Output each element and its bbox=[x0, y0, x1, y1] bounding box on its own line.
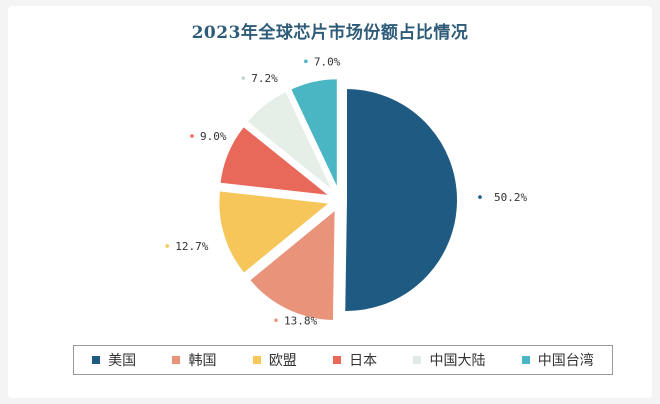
data-label-1: 13.8% bbox=[284, 314, 317, 327]
legend-label-1: 韩国 bbox=[188, 353, 217, 369]
chart-title: 2023年全球芯片市场份额占比情况 bbox=[191, 23, 469, 43]
legend-item-4: 中国大陆 bbox=[413, 350, 485, 370]
data-label-5: 7.0% bbox=[314, 55, 341, 68]
pie-slice-0 bbox=[343, 87, 459, 314]
pie-slice-2 bbox=[217, 189, 333, 276]
data-label-marker-5 bbox=[304, 59, 308, 64]
data-label-0: 50.2% bbox=[494, 191, 527, 204]
legend-item-2: 欧盟 bbox=[252, 350, 297, 370]
data-label-3: 9.0% bbox=[200, 130, 227, 143]
legend-swatch-4 bbox=[413, 356, 422, 364]
legend-swatch-3 bbox=[333, 356, 342, 364]
legend-swatch-5 bbox=[521, 356, 530, 364]
legend-label-3: 日本 bbox=[349, 353, 378, 369]
pie-slice-1 bbox=[247, 206, 337, 323]
data-label-4: 7.2% bbox=[251, 72, 278, 85]
legend-label-5: 中国台湾 bbox=[537, 353, 594, 369]
data-label-marker-0 bbox=[478, 195, 482, 199]
pie-slice-3 bbox=[218, 124, 335, 198]
data-label-marker-4 bbox=[241, 76, 246, 80]
legend-label-0: 美国 bbox=[108, 353, 137, 369]
data-label-2: 12.7% bbox=[175, 240, 208, 253]
data-label-marker-1 bbox=[274, 318, 278, 323]
pie-slice-4 bbox=[245, 89, 335, 193]
legend-swatch-2 bbox=[252, 356, 261, 364]
legend-item-5: 中国台湾 bbox=[521, 350, 594, 370]
legend-label-2: 欧盟 bbox=[268, 353, 297, 369]
legend: 美国 韩国 欧盟 日本 中国大陆 中国台湾 bbox=[73, 345, 613, 375]
legend-item-1: 韩国 bbox=[172, 350, 216, 370]
data-label-marker-3 bbox=[190, 134, 194, 138]
pie-slice-5 bbox=[288, 77, 339, 191]
legend-item-0: 美国 bbox=[92, 350, 136, 370]
data-label-marker-2 bbox=[165, 244, 170, 248]
legend-label-4: 中国大陆 bbox=[429, 353, 486, 369]
legend-swatch-0 bbox=[92, 356, 101, 364]
legend-swatch-1 bbox=[172, 356, 181, 364]
legend-item-3: 日本 bbox=[333, 350, 377, 370]
